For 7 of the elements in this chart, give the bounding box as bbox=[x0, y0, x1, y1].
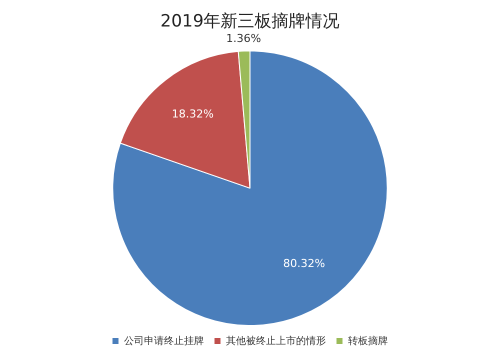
legend-label: 公司申请终止挂牌 bbox=[124, 334, 204, 347]
legend-label: 转板摘牌 bbox=[348, 334, 388, 347]
legend-label: 其他被终止上市的情形 bbox=[226, 334, 326, 347]
chart-title: 2019年新三板摘牌情况 bbox=[160, 12, 340, 32]
data-label: 1.36% bbox=[226, 32, 262, 45]
data-label: 80.32% bbox=[283, 257, 326, 270]
data-label: 18.32% bbox=[172, 107, 214, 120]
